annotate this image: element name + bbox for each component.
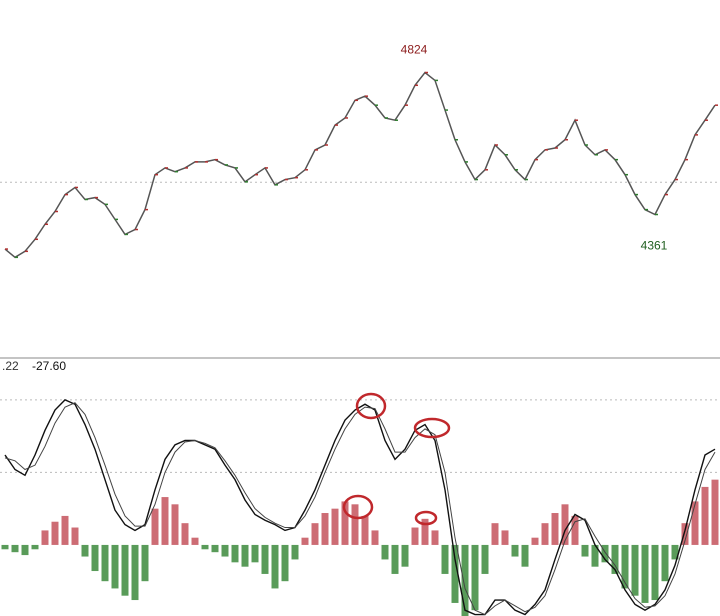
histogram-bar bbox=[521, 544, 529, 567]
histogram-bar bbox=[231, 544, 239, 563]
circle bbox=[355, 392, 387, 420]
histogram-bar bbox=[211, 544, 219, 553]
histogram-bar bbox=[501, 530, 509, 545]
circle bbox=[414, 510, 438, 526]
histogram-bar bbox=[661, 544, 669, 582]
histogram-bar bbox=[251, 544, 259, 563]
histogram-bar bbox=[711, 479, 719, 545]
histogram-bar bbox=[491, 523, 499, 545]
histogram-bar bbox=[141, 544, 149, 582]
macd-line bbox=[4, 399, 716, 616]
histogram-bar bbox=[451, 544, 459, 603]
histogram-bar bbox=[201, 544, 209, 550]
histogram-bar bbox=[51, 521, 59, 545]
histogram-bar bbox=[271, 544, 279, 589]
histogram-bar bbox=[701, 486, 709, 545]
histogram-bar bbox=[351, 504, 359, 545]
histogram-bar bbox=[611, 544, 619, 574]
histogram-bar bbox=[361, 515, 369, 545]
high-label: 4824 bbox=[401, 43, 428, 57]
histogram-bar bbox=[371, 530, 379, 545]
histogram-bar bbox=[571, 515, 579, 545]
histogram-bar bbox=[441, 544, 449, 574]
histogram-bar bbox=[641, 544, 649, 603]
histogram-bar bbox=[601, 544, 609, 563]
histogram-bar bbox=[461, 544, 469, 616]
histogram-bar bbox=[431, 530, 439, 545]
histogram-bar bbox=[651, 544, 659, 601]
histogram-bar bbox=[111, 544, 119, 589]
histogram-bar bbox=[21, 544, 29, 556]
histogram-bar bbox=[41, 530, 49, 545]
histogram-bar bbox=[291, 544, 299, 560]
histogram-bar bbox=[691, 501, 699, 545]
circle bbox=[413, 417, 451, 439]
histogram-bar bbox=[581, 544, 589, 557]
histogram-bar bbox=[61, 515, 69, 545]
histogram-bar bbox=[621, 544, 629, 589]
readout: .22 bbox=[2, 359, 19, 373]
histogram-bar bbox=[321, 513, 329, 545]
histogram-bar bbox=[311, 523, 319, 545]
histogram-bar bbox=[281, 544, 289, 582]
histogram-bar bbox=[241, 544, 249, 567]
histogram-bar bbox=[121, 544, 129, 596]
histogram-bar bbox=[381, 544, 389, 560]
histogram-bar bbox=[681, 523, 689, 545]
histogram-bar bbox=[91, 544, 99, 572]
histogram-bar bbox=[101, 544, 109, 582]
histogram-bar bbox=[161, 497, 169, 545]
histogram-bar bbox=[171, 504, 179, 545]
histogram-bar bbox=[341, 501, 349, 545]
histogram-bar bbox=[191, 537, 199, 545]
histogram-bar bbox=[531, 537, 539, 545]
histogram-bar bbox=[331, 508, 339, 545]
histogram-bar bbox=[631, 544, 639, 596]
histogram-bar bbox=[131, 544, 139, 601]
histogram-bar bbox=[261, 544, 269, 574]
histogram-bar bbox=[1, 544, 9, 550]
histogram-bar bbox=[151, 508, 159, 545]
histogram-bar bbox=[31, 544, 39, 550]
histogram-bar bbox=[671, 544, 679, 560]
histogram-bar bbox=[541, 523, 549, 545]
histogram-bar bbox=[481, 544, 489, 574]
histogram-bar bbox=[81, 544, 89, 557]
histogram-bar bbox=[391, 544, 399, 574]
circle bbox=[342, 494, 374, 520]
histogram-bar bbox=[411, 527, 419, 545]
histogram-bar bbox=[181, 523, 189, 545]
histogram-bar bbox=[71, 527, 79, 545]
histogram-bar bbox=[561, 504, 569, 545]
histogram-bar bbox=[401, 544, 409, 567]
price-line bbox=[4, 71, 716, 259]
histogram-bar bbox=[471, 544, 479, 611]
histogram-bar bbox=[301, 537, 309, 545]
readout: -27.60 bbox=[32, 359, 66, 373]
highlight-circles bbox=[342, 392, 451, 526]
macd-line bbox=[4, 402, 716, 616]
histogram-bar bbox=[421, 518, 429, 545]
histogram-bar bbox=[591, 544, 599, 567]
histogram-bar bbox=[551, 513, 559, 545]
histogram-bar bbox=[11, 544, 19, 553]
low-label: 4361 bbox=[641, 239, 668, 253]
histogram-bar bbox=[511, 544, 519, 557]
histogram-bar bbox=[221, 544, 229, 557]
